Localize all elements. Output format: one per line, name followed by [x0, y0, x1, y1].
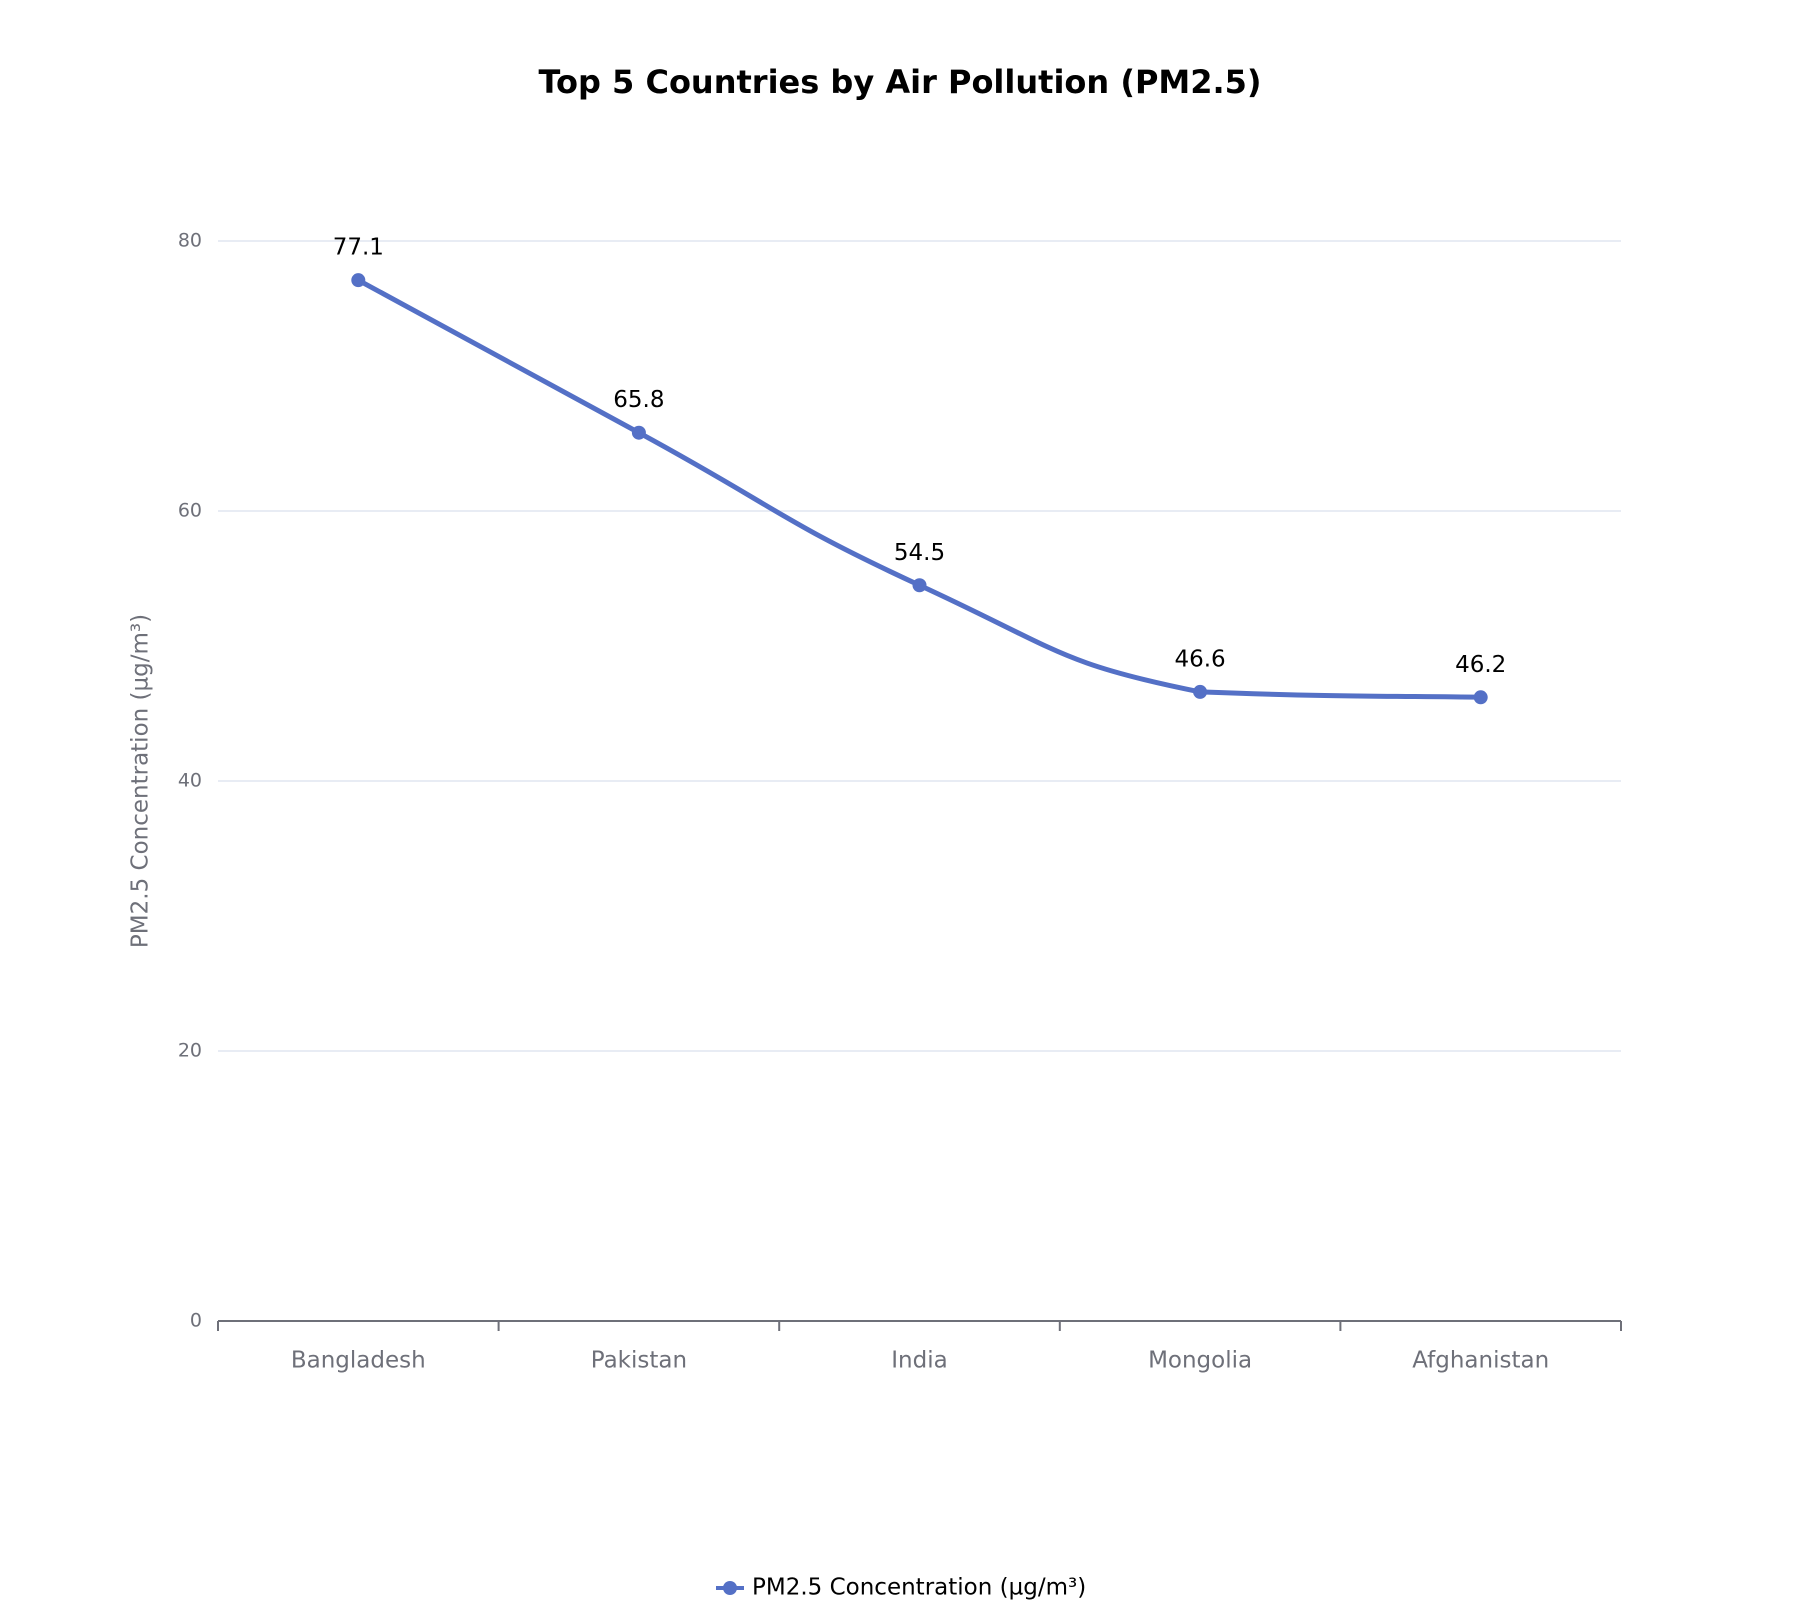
data-label: 65.8 — [613, 387, 664, 413]
legend-label: PM2.5 Concentration (µg/m³) — [752, 1575, 1086, 1601]
y-tick-label: 80 — [178, 230, 202, 252]
y-axis-title: PM2.5 Concentration (µg/m³) — [128, 614, 154, 948]
data-label: 77.1 — [333, 235, 384, 261]
y-tick-label: 40 — [178, 770, 202, 792]
y-tick-label: 20 — [178, 1040, 202, 1062]
y-tick-label: 0 — [190, 1310, 202, 1332]
x-tick-label: Bangladesh — [291, 1348, 426, 1374]
x-tick-label: Mongolia — [1148, 1348, 1252, 1374]
x-axis — [217, 1320, 1622, 1331]
y-tick-label: 60 — [178, 500, 202, 522]
data-point[interactable] — [1193, 684, 1208, 699]
data-point[interactable] — [1473, 690, 1488, 705]
x-tick-label: India — [891, 1348, 947, 1374]
legend-item[interactable]: PM2.5 Concentration (µg/m³) — [716, 1575, 1086, 1601]
x-tick-label: Pakistan — [591, 1348, 687, 1374]
grid-lines — [218, 240, 1621, 1052]
chart-title: Top 5 Countries by Air Pollution (PM2.5) — [538, 63, 1261, 101]
data-labels: 77.1 65.8 54.5 46.6 46.2 — [333, 235, 1507, 678]
data-point[interactable] — [912, 578, 927, 593]
data-point[interactable] — [351, 273, 366, 288]
data-label: 46.6 — [1174, 646, 1225, 672]
series-points — [351, 273, 1488, 705]
y-axis-ticks: 0 20 40 60 80 — [178, 230, 202, 1332]
series-line[interactable] — [355, 277, 1484, 700]
x-tick-label: Afghanistan — [1412, 1348, 1549, 1374]
data-label: 54.5 — [894, 540, 945, 566]
data-point[interactable] — [631, 425, 646, 440]
legend-dot-icon — [723, 1581, 737, 1595]
x-axis-labels: Bangladesh Pakistan India Mongolia Afghanist… — [291, 1348, 1549, 1374]
data-label: 46.2 — [1455, 652, 1506, 678]
